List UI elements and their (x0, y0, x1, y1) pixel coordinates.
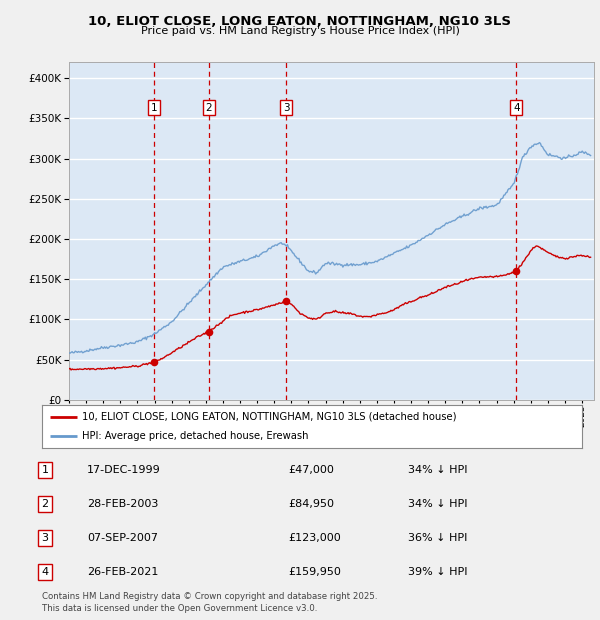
Text: 26-FEB-2021: 26-FEB-2021 (87, 567, 158, 577)
Text: 34% ↓ HPI: 34% ↓ HPI (408, 464, 467, 475)
Text: 39% ↓ HPI: 39% ↓ HPI (408, 567, 467, 577)
Text: 4: 4 (41, 567, 49, 577)
Text: 4: 4 (513, 103, 520, 113)
Text: 10, ELIOT CLOSE, LONG EATON, NOTTINGHAM, NG10 3LS (detached house): 10, ELIOT CLOSE, LONG EATON, NOTTINGHAM,… (83, 412, 457, 422)
Text: £84,950: £84,950 (288, 498, 334, 509)
Text: 3: 3 (41, 533, 49, 543)
Text: Contains HM Land Registry data © Crown copyright and database right 2025.
This d: Contains HM Land Registry data © Crown c… (42, 591, 377, 613)
Text: Price paid vs. HM Land Registry's House Price Index (HPI): Price paid vs. HM Land Registry's House … (140, 26, 460, 36)
Text: 10, ELIOT CLOSE, LONG EATON, NOTTINGHAM, NG10 3LS: 10, ELIOT CLOSE, LONG EATON, NOTTINGHAM,… (89, 15, 511, 27)
Text: 2: 2 (41, 498, 49, 509)
Text: 36% ↓ HPI: 36% ↓ HPI (408, 533, 467, 543)
Text: 17-DEC-1999: 17-DEC-1999 (87, 464, 161, 475)
Text: 34% ↓ HPI: 34% ↓ HPI (408, 498, 467, 509)
Text: 1: 1 (41, 464, 49, 475)
Text: HPI: Average price, detached house, Erewash: HPI: Average price, detached house, Erew… (83, 432, 309, 441)
Text: 2: 2 (205, 103, 212, 113)
Text: 1: 1 (151, 103, 157, 113)
Text: £47,000: £47,000 (288, 464, 334, 475)
Text: 3: 3 (283, 103, 289, 113)
Text: £159,950: £159,950 (288, 567, 341, 577)
Text: 28-FEB-2003: 28-FEB-2003 (87, 498, 158, 509)
Text: £123,000: £123,000 (288, 533, 341, 543)
Text: 07-SEP-2007: 07-SEP-2007 (87, 533, 158, 543)
